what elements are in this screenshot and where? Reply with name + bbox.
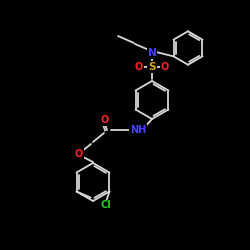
Text: N: N — [148, 48, 156, 58]
Text: O: O — [101, 115, 109, 125]
Text: O: O — [135, 62, 143, 72]
Text: NH: NH — [130, 125, 146, 135]
Text: O: O — [161, 62, 169, 72]
Text: O: O — [75, 149, 83, 159]
Text: Cl: Cl — [100, 200, 111, 210]
Text: S: S — [148, 62, 156, 72]
